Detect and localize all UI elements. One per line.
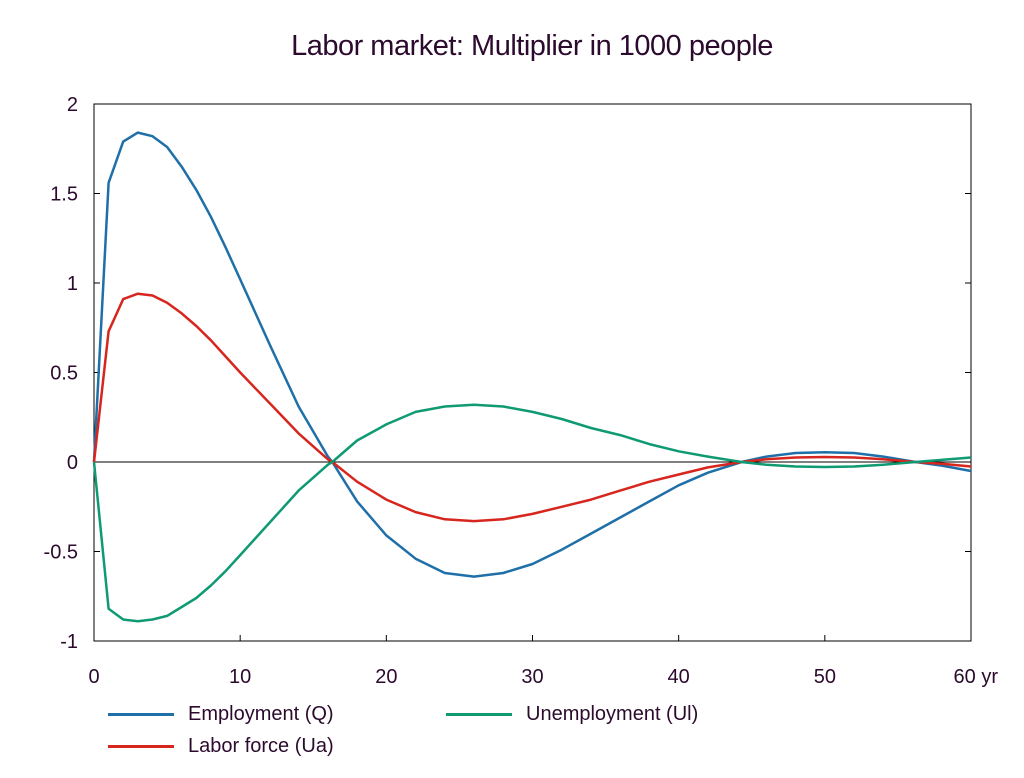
legend-label-labor-force: Labor force (Ua): [188, 735, 334, 757]
y-tick-label: -1: [60, 631, 78, 653]
series-line-unemployment-ul: [92, 403, 972, 623]
chart-title: Labor market: Multiplier in 1000 people: [291, 30, 773, 62]
legend-item-employment: Employment (Q): [108, 703, 334, 726]
legend-swatch-unemployment: [446, 713, 512, 716]
x-tick-label: 10: [229, 666, 251, 688]
legend-swatch-labor-force: [108, 745, 174, 748]
legend-label-unemployment: Unemployment (Ul): [526, 703, 699, 725]
plot-frame: [93, 103, 972, 642]
legend-label-employment: Employment (Q): [188, 703, 334, 725]
legend-item-labor-force: Labor force (Ua): [108, 735, 334, 758]
series-line-employment-q: [92, 131, 972, 578]
tick-labels: 2 1.5 1 0.5 0 -0.5 -1 0 10 20 30 40 50 60 yr: [44, 94, 999, 688]
x-tick-label: 20: [375, 666, 397, 688]
y-tick-label: 0.5: [50, 363, 78, 385]
x-tick-label: 40: [668, 666, 690, 688]
x-tick-label: 0: [88, 666, 99, 688]
x-tick-label: 30: [521, 666, 543, 688]
y-tick-label: 1: [67, 273, 78, 295]
y-tick-label: -0.5: [44, 542, 78, 564]
x-tick-label: 60 yr: [954, 666, 999, 688]
series-line-labor-force-ua: [92, 292, 972, 523]
y-tick-label: 0: [67, 452, 78, 474]
axes: [93, 103, 972, 642]
x-tick-label: 50: [814, 666, 836, 688]
y-tick-label: 1.5: [50, 184, 78, 206]
legend-swatch-employment: [108, 713, 174, 716]
legend-item-unemployment: Unemployment (Ul): [446, 703, 698, 726]
series-lines: [92, 131, 972, 623]
y-tick-label: 2: [67, 94, 78, 116]
